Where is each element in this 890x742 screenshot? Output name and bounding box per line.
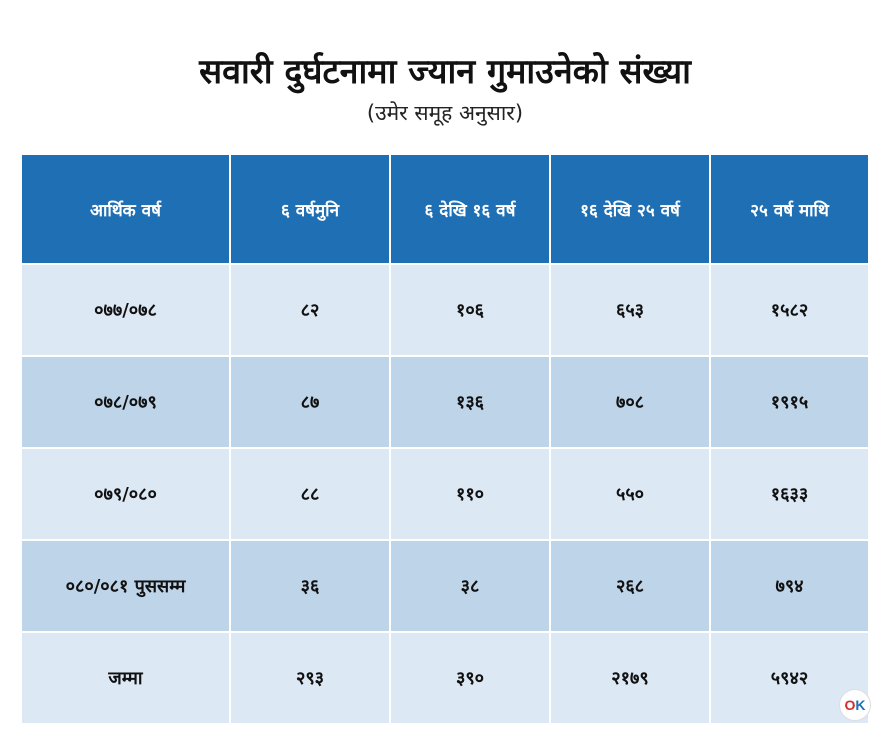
value-cell: ७९४ [710, 540, 868, 633]
total-value-cell: २९३ [230, 632, 391, 725]
value-cell: ८२ [230, 264, 391, 357]
value-cell: १६३३ [710, 448, 868, 541]
value-cell: १९१५ [710, 356, 868, 449]
value-cell: ३६ [230, 540, 391, 633]
total-value-cell: २१७९ [550, 632, 711, 725]
value-cell: ३८ [390, 540, 551, 633]
table-row: ०७९/०८० ८८ ११० ५५० १६३३ [22, 448, 868, 541]
value-cell: ५५० [550, 448, 711, 541]
table-row-total: जम्मा २९३ ३९० २१७९ ५९४२ [22, 632, 868, 725]
fiscal-year-cell: ०७८/०७९ [22, 356, 231, 449]
value-cell: १५८२ [710, 264, 868, 357]
column-header-fiscal-year: आर्थिक वर्ष [22, 155, 231, 265]
fiscal-year-cell: ०७७/०७८ [22, 264, 231, 357]
value-cell: ६५३ [550, 264, 711, 357]
value-cell: १०६ [390, 264, 551, 357]
column-header-under-6: ६ वर्षमुनि [230, 155, 391, 265]
data-table: आर्थिक वर्ष ६ वर्षमुनि ६ देखि १६ वर्ष १६… [22, 155, 868, 725]
fiscal-year-cell: ०७९/०८० [22, 448, 231, 541]
value-cell: ११० [390, 448, 551, 541]
page-title: सवारी दुर्घटनामा ज्यान गुमाउनेको संख्या [199, 52, 691, 92]
table-row: ०८०/०८१ पुससम्म ३६ ३८ २६८ ७९४ [22, 540, 868, 633]
logo-letter-o: O [844, 697, 856, 713]
value-cell: १३६ [390, 356, 551, 449]
value-cell: ७०८ [550, 356, 711, 449]
total-value-cell: ३९० [390, 632, 551, 725]
value-cell: ८८ [230, 448, 391, 541]
column-header-6-to-16: ६ देखि १६ वर्ष [390, 155, 551, 265]
table-header-row: आर्थिक वर्ष ६ वर्षमुनि ६ देखि १६ वर्ष १६… [22, 155, 868, 265]
column-header-above-25: २५ वर्ष माथि [710, 155, 868, 265]
logo-letter-k: K [855, 697, 866, 713]
fiscal-year-cell: ०८०/०८१ पुससम्म [22, 540, 231, 633]
table-row: ०७८/०७९ ८७ १३६ ७०८ १९१५ [22, 356, 868, 449]
page-subtitle: (उमेर समूह अनुसार) [366, 101, 524, 125]
table-row: ०७७/०७८ ८२ १०६ ६५३ १५८२ [22, 264, 868, 357]
value-cell: २६८ [550, 540, 711, 633]
total-label-cell: जम्मा [22, 632, 231, 725]
column-header-16-to-25: १६ देखि २५ वर्ष [550, 155, 711, 265]
value-cell: ८७ [230, 356, 391, 449]
